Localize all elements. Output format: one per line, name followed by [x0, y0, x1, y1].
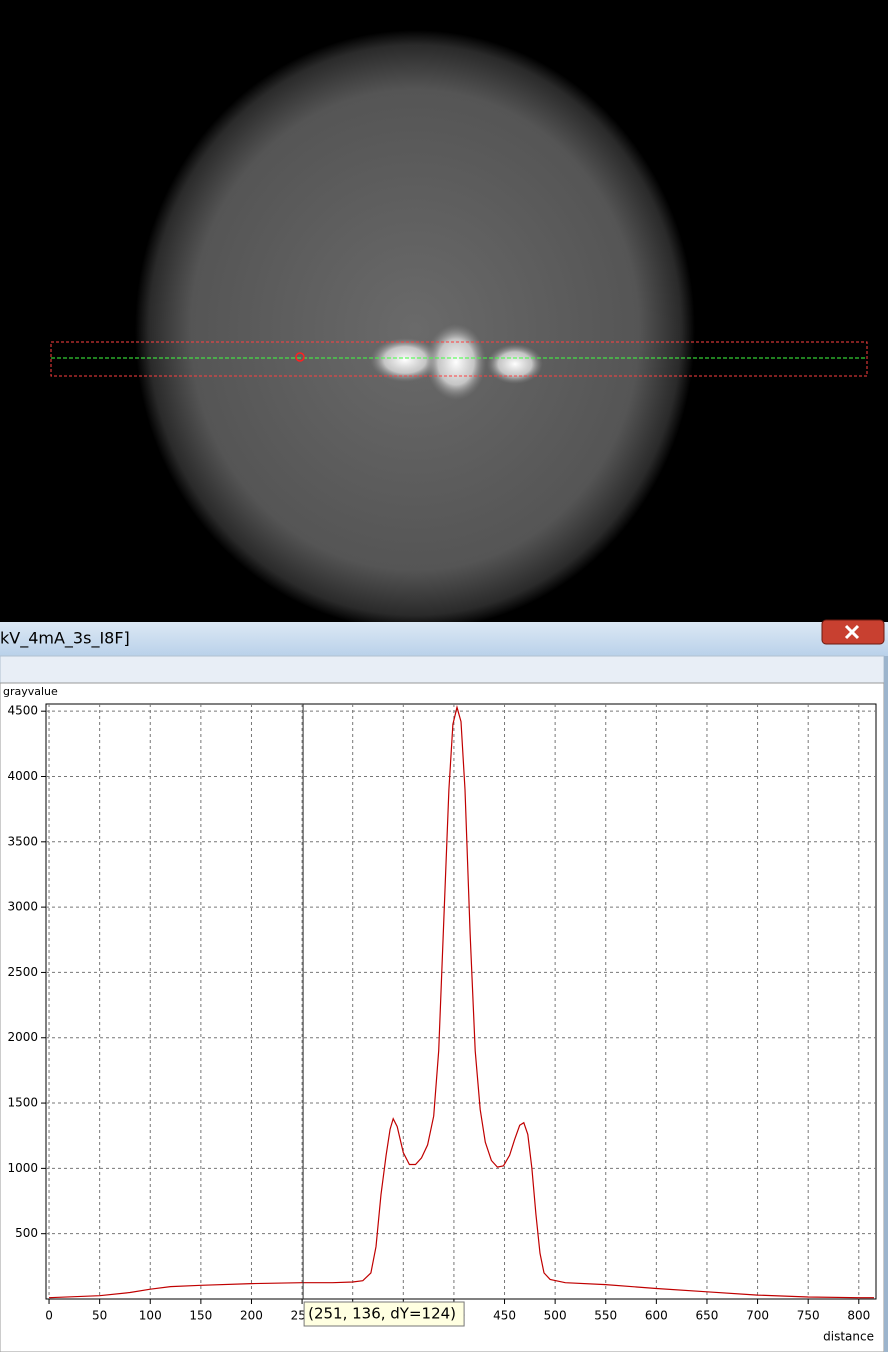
plot-frame	[45, 703, 877, 1300]
y-tick-label: 4500	[7, 704, 38, 718]
y-tick-label: 500	[15, 1226, 38, 1240]
y-tick-label: 1000	[7, 1161, 38, 1175]
x-tick-label: 0	[45, 1309, 53, 1323]
cursor-marker	[295, 352, 305, 362]
x-tick-label: 450	[493, 1309, 516, 1323]
roi[interactable]	[50, 341, 868, 377]
tooltip	[303, 1301, 465, 1327]
y-tick-label: 3000	[7, 900, 38, 914]
x-tick-label: 700	[746, 1309, 769, 1323]
x-tick-label: 750	[797, 1309, 820, 1323]
y-axis-label: grayvalue	[3, 685, 58, 698]
x-tick-label: 600	[645, 1309, 668, 1323]
x-tick-label: 550	[594, 1309, 617, 1323]
x-tick-label: 100	[139, 1309, 162, 1323]
profile-curve	[48, 704, 874, 1299]
x-axis-label: distance	[823, 1330, 874, 1344]
y-tick-label: 1500	[7, 1096, 38, 1110]
window-title: kV_4mA_3s_I8F]	[0, 629, 130, 649]
x-tick-label: 800	[847, 1309, 870, 1323]
x-tick-label: 500	[544, 1309, 567, 1323]
x-tick-label: 650	[696, 1309, 719, 1323]
x-tick-label: 200	[240, 1309, 263, 1323]
y-tick-label: 3500	[7, 834, 38, 848]
y-tick-label: 4000	[7, 769, 38, 783]
x-tick-label: 50	[92, 1309, 107, 1323]
image-view	[0, 0, 888, 630]
y-tick-label: 2000	[7, 1030, 38, 1044]
y-tick-label: 2500	[7, 965, 38, 979]
tooltip-text: (251, 136, dY=124)	[308, 1305, 456, 1323]
x-tick-label: 150	[189, 1309, 212, 1323]
